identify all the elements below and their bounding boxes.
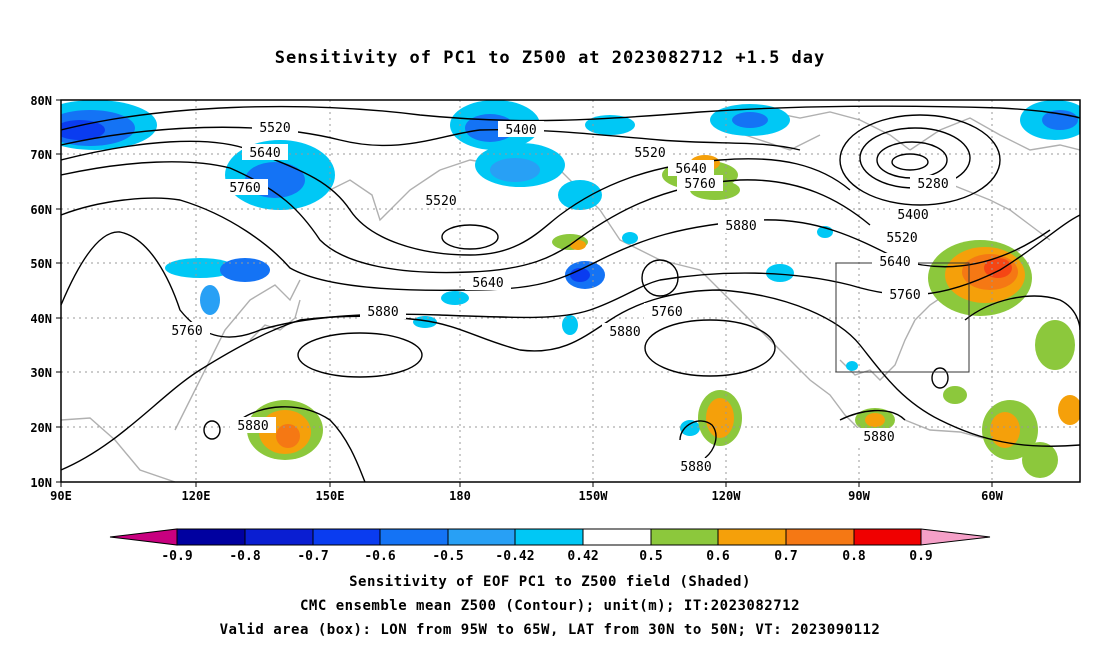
lon-label: 120W xyxy=(712,489,742,503)
lon-label: 150E xyxy=(316,489,345,503)
colorbar-label: 0.6 xyxy=(706,549,730,564)
contour-labels: 5400 5520 5640 5760 5520 5640 5760 5640 … xyxy=(164,119,956,475)
contour-label: 5760 xyxy=(171,324,202,339)
lon-label: 150W xyxy=(579,489,609,503)
caption-line-1: Sensitivity of EOF PC1 to Z500 field (Sh… xyxy=(349,574,751,590)
contour-label: 5640 xyxy=(879,255,910,270)
colorbar-label: 0.9 xyxy=(909,549,932,564)
colorbar-arrow-right xyxy=(920,528,991,546)
caption-line-2: CMC ensemble mean Z500 (Contour); unit(m… xyxy=(299,598,800,614)
map-frame xyxy=(60,99,1081,483)
longitude-labels: 90E 120E 150E 180 150W 120W 90W 60W xyxy=(50,489,1003,503)
lon-label: 60W xyxy=(981,489,1003,503)
colorbar-label: -0.8 xyxy=(229,549,260,564)
contour-label: 5760 xyxy=(651,305,682,320)
contour-label: 5880 xyxy=(237,419,268,434)
contour-label: 5400 xyxy=(897,208,928,223)
colorbar-arrow-left xyxy=(109,528,178,546)
contour-label: 5760 xyxy=(889,288,920,303)
contour-label: 5880 xyxy=(609,325,640,340)
contour-label: 5880 xyxy=(367,305,398,320)
colorbar-label: -0.7 xyxy=(297,549,328,564)
sensitivity-shading xyxy=(61,100,1080,478)
colorbar-label: 0.5 xyxy=(639,549,662,564)
colorbar-label: -0.5 xyxy=(432,549,463,564)
chart-title: Sensitivity of PC1 to Z500 at 2023082712… xyxy=(274,48,826,68)
caption-line-3: Valid area (box): LON from 95W to 65W, L… xyxy=(219,622,881,638)
lon-label: 90E xyxy=(50,489,72,503)
contour-label: 5760 xyxy=(684,177,715,192)
contour-label: 5520 xyxy=(634,146,665,161)
lon-label: 120E xyxy=(182,489,211,503)
contour-label: 5640 xyxy=(249,146,280,161)
lat-label: 20N xyxy=(30,421,52,435)
lat-label: 40N xyxy=(30,312,52,326)
contour-label: 5520 xyxy=(886,231,917,246)
axis-ticks xyxy=(56,99,993,487)
contour-label: 5520 xyxy=(259,121,290,136)
lat-label: 80N xyxy=(30,94,52,108)
colorbar xyxy=(109,528,991,546)
contour-label: 5760 xyxy=(229,181,260,196)
colorbar-label: 0.42 xyxy=(567,549,598,564)
contour-label: 5880 xyxy=(725,219,756,234)
colorbar-label: 0.7 xyxy=(774,549,797,564)
lon-label: 90W xyxy=(848,489,870,503)
contour-label: 5880 xyxy=(680,460,711,475)
contour-label: 5640 xyxy=(675,162,706,177)
colorbar-label: -0.6 xyxy=(364,549,395,564)
lat-label: 30N xyxy=(30,366,52,380)
contour-label: 5880 xyxy=(863,430,894,445)
lat-label: 50N xyxy=(30,257,52,271)
colorbar-labels: -0.9 -0.8 -0.7 -0.6 -0.5 -0.42 0.42 0.5 … xyxy=(161,549,932,564)
lat-label: 10N xyxy=(30,476,52,490)
colorbar-label: 0.8 xyxy=(842,549,866,564)
contour-label: 5400 xyxy=(505,123,536,138)
contour-label: 5520 xyxy=(425,194,456,209)
latitude-labels: 80N 70N 60N 50N 40N 30N 20N 10N xyxy=(30,94,52,490)
contour-label: 5280 xyxy=(917,177,948,192)
colorbar-label: -0.9 xyxy=(161,549,192,564)
lon-label: 180 xyxy=(449,489,471,503)
lat-label: 60N xyxy=(30,203,52,217)
contour-label: 5640 xyxy=(472,276,503,291)
colorbar-label: -0.42 xyxy=(495,549,534,564)
lat-label: 70N xyxy=(30,148,52,162)
